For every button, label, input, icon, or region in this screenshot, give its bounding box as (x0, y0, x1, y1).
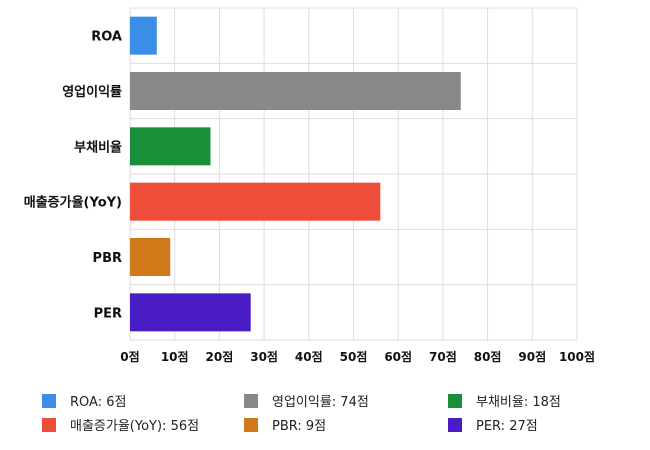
x-tick-label: 100점 (559, 349, 595, 364)
legend-swatch (244, 418, 258, 432)
legend-swatch (448, 394, 462, 408)
legend-swatch (42, 394, 56, 408)
legend-label: PER: 27점 (476, 419, 538, 434)
bar (130, 293, 251, 332)
x-tick-label: 50점 (340, 349, 368, 364)
x-tick-label: 0점 (120, 349, 139, 364)
x-tick-label: 30점 (250, 349, 278, 364)
x-tick-label: 10점 (161, 349, 189, 364)
grid-lines (129, 7, 578, 341)
category-label: 영업이익률 (62, 84, 122, 100)
legend-label: 매출증가율(YoY): 56점 (70, 419, 199, 434)
category-label: 매출증가율(YoY) (24, 195, 122, 211)
x-tick-label: 60점 (384, 349, 412, 364)
bar (130, 16, 157, 55)
legend-swatch (448, 418, 462, 432)
bar (130, 72, 461, 110)
legend-label: ROA: 6점 (70, 395, 126, 410)
x-tick-label: 80점 (474, 349, 502, 364)
category-label: ROA (91, 30, 122, 45)
category-label: 부채비율 (74, 139, 122, 155)
legend-swatch (42, 418, 56, 432)
bars (130, 16, 461, 332)
category-label: PBR (93, 251, 122, 266)
legend-label: PBR: 9점 (272, 419, 326, 434)
bar (130, 238, 171, 276)
legend-swatch (244, 394, 258, 408)
x-tick-label: 90점 (518, 349, 546, 364)
category-label: PER (94, 306, 122, 321)
legend-label: 부채비율: 18점 (476, 395, 561, 410)
x-axis-tick-labels: 0점 10점 20점 30점 40점 50점 60점 70점 80점 90점 100점 (120, 349, 595, 364)
x-tick-label: 70점 (429, 349, 457, 364)
bar (130, 182, 381, 221)
bar (130, 127, 211, 166)
x-tick-label: 40점 (295, 349, 323, 364)
legend-label: 영업이익률: 74점 (272, 395, 369, 410)
x-tick-label: 20점 (206, 349, 234, 364)
